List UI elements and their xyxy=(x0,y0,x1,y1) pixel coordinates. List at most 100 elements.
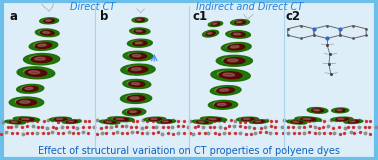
Ellipse shape xyxy=(161,120,172,123)
Ellipse shape xyxy=(230,32,242,36)
Ellipse shape xyxy=(231,32,245,37)
Ellipse shape xyxy=(228,44,245,50)
Ellipse shape xyxy=(290,121,300,123)
Ellipse shape xyxy=(130,111,136,113)
Ellipse shape xyxy=(331,117,353,121)
Ellipse shape xyxy=(122,108,146,116)
Ellipse shape xyxy=(127,110,138,113)
Ellipse shape xyxy=(130,97,139,99)
Text: c1: c1 xyxy=(193,10,208,23)
Ellipse shape xyxy=(195,121,206,123)
Ellipse shape xyxy=(18,118,31,120)
Ellipse shape xyxy=(228,59,238,62)
Ellipse shape xyxy=(127,96,145,101)
Text: a: a xyxy=(9,10,17,23)
Ellipse shape xyxy=(21,86,35,90)
Ellipse shape xyxy=(106,121,112,122)
Ellipse shape xyxy=(25,69,47,76)
Ellipse shape xyxy=(163,121,168,122)
Ellipse shape xyxy=(43,19,52,22)
Ellipse shape xyxy=(216,55,253,66)
Ellipse shape xyxy=(135,19,144,21)
Ellipse shape xyxy=(160,120,169,122)
Ellipse shape xyxy=(332,108,349,113)
Ellipse shape xyxy=(149,118,161,120)
Ellipse shape xyxy=(348,120,359,123)
Ellipse shape xyxy=(132,17,148,23)
Ellipse shape xyxy=(128,66,148,73)
Ellipse shape xyxy=(137,19,141,20)
Ellipse shape xyxy=(210,86,241,95)
Ellipse shape xyxy=(231,46,239,48)
Ellipse shape xyxy=(116,118,124,120)
Ellipse shape xyxy=(249,120,268,123)
Ellipse shape xyxy=(99,120,120,124)
Ellipse shape xyxy=(222,57,240,62)
Ellipse shape xyxy=(336,118,349,120)
Ellipse shape xyxy=(299,118,313,120)
Ellipse shape xyxy=(255,121,261,122)
Ellipse shape xyxy=(127,110,141,114)
Ellipse shape xyxy=(311,109,321,111)
Ellipse shape xyxy=(151,119,157,120)
Ellipse shape xyxy=(303,118,311,120)
Ellipse shape xyxy=(206,118,221,121)
Ellipse shape xyxy=(134,29,146,33)
Ellipse shape xyxy=(215,102,231,107)
Ellipse shape xyxy=(132,68,141,71)
Ellipse shape xyxy=(208,21,223,27)
Ellipse shape xyxy=(123,51,153,61)
Ellipse shape xyxy=(338,119,344,120)
Ellipse shape xyxy=(29,71,40,74)
Ellipse shape xyxy=(253,120,262,122)
Ellipse shape xyxy=(128,53,143,57)
Ellipse shape xyxy=(133,41,147,46)
Ellipse shape xyxy=(39,30,51,34)
Ellipse shape xyxy=(237,117,259,121)
Ellipse shape xyxy=(217,103,226,106)
Ellipse shape xyxy=(9,97,44,108)
Ellipse shape xyxy=(314,109,319,111)
Ellipse shape xyxy=(35,43,52,48)
Ellipse shape xyxy=(40,18,59,24)
Ellipse shape xyxy=(208,32,212,34)
Ellipse shape xyxy=(50,117,71,121)
Ellipse shape xyxy=(291,121,303,123)
Ellipse shape xyxy=(38,44,46,46)
Ellipse shape xyxy=(335,109,343,111)
Ellipse shape xyxy=(219,72,242,79)
Text: Effect of structural variation on CT properties of polyene dyes: Effect of structural variation on CT pro… xyxy=(38,146,340,156)
Ellipse shape xyxy=(22,86,38,91)
Ellipse shape xyxy=(220,89,229,91)
Ellipse shape xyxy=(121,93,152,103)
Ellipse shape xyxy=(108,117,134,122)
Ellipse shape xyxy=(209,118,216,120)
Ellipse shape xyxy=(132,41,144,44)
Ellipse shape xyxy=(40,31,54,35)
Text: Indirect and Direct CT: Indirect and Direct CT xyxy=(196,2,303,12)
Text: c2: c2 xyxy=(285,10,301,23)
Ellipse shape xyxy=(67,120,77,123)
Text: Direct CT: Direct CT xyxy=(70,2,115,12)
Ellipse shape xyxy=(335,109,345,112)
Ellipse shape xyxy=(198,121,204,122)
Ellipse shape xyxy=(8,121,19,123)
Ellipse shape xyxy=(234,21,243,23)
FancyBboxPatch shape xyxy=(2,1,376,159)
Ellipse shape xyxy=(35,57,45,60)
Ellipse shape xyxy=(215,88,231,92)
Ellipse shape xyxy=(213,23,217,24)
Ellipse shape xyxy=(56,119,63,120)
Ellipse shape xyxy=(29,41,58,50)
Ellipse shape xyxy=(17,67,55,79)
Ellipse shape xyxy=(144,117,166,121)
Ellipse shape xyxy=(211,22,218,25)
Ellipse shape xyxy=(223,73,234,76)
Ellipse shape xyxy=(234,33,240,35)
Text: b: b xyxy=(100,10,108,23)
Ellipse shape xyxy=(126,95,141,100)
Ellipse shape xyxy=(254,120,264,123)
Ellipse shape xyxy=(208,100,238,109)
Ellipse shape xyxy=(34,43,48,47)
Ellipse shape xyxy=(135,42,142,44)
